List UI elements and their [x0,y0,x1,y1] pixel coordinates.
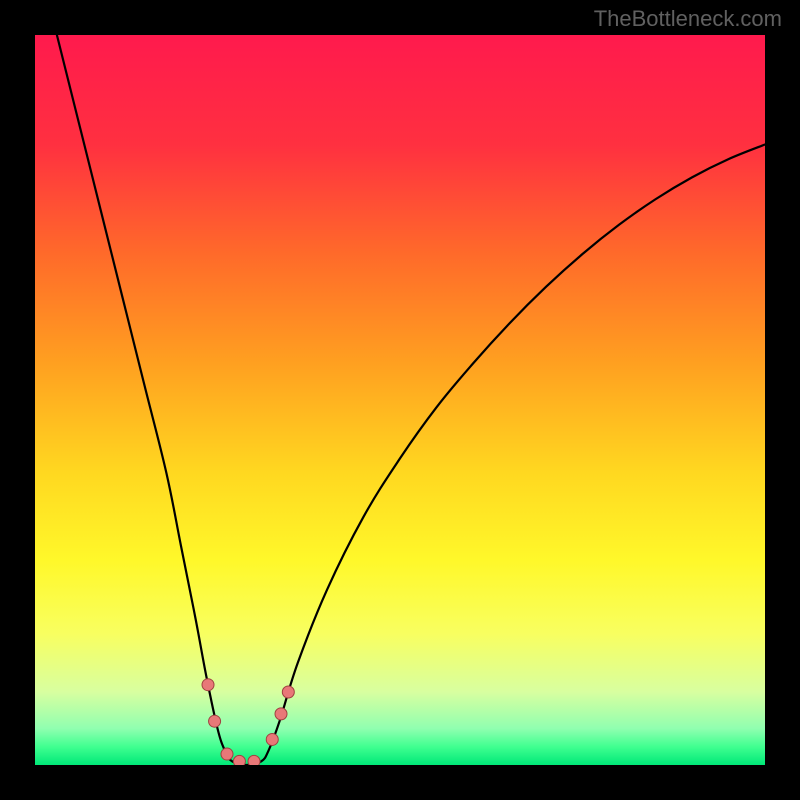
curve-marker [202,679,214,691]
curve-marker [275,708,287,720]
curve-marker [266,733,278,745]
curve-marker [233,755,245,765]
watermark-text: TheBottleneck.com [594,6,782,32]
curve-marker [209,715,221,727]
curve-marker [221,748,233,760]
curve-marker [282,686,294,698]
gradient-background [35,35,765,765]
bottleneck-curve-chart [35,35,765,765]
chart-plot-area [35,35,765,765]
curve-marker [248,755,260,765]
